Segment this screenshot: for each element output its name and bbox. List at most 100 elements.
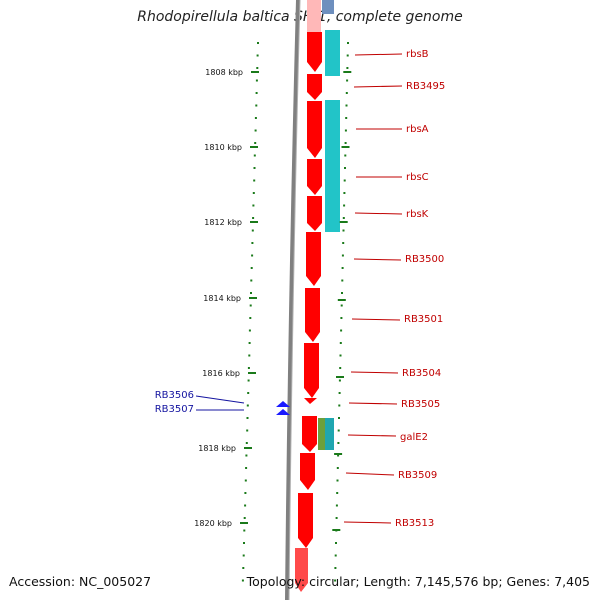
scale-dot [252,204,255,207]
scale-dot [337,429,340,432]
scale-dot [342,229,345,232]
scale-major-tick-right [337,299,346,301]
feature-block-3 [318,418,325,450]
scale-dot [339,354,342,357]
scale-dot [339,367,342,369]
gene-arrow-top-stub [307,0,321,34]
scale-dot [347,42,349,44]
scale-dot [344,167,346,169]
scale-dot [337,442,340,444]
leader-RB3495 [353,85,403,88]
scale-dot [344,154,347,157]
gene-arrow-RB3505 [304,398,317,404]
scale-dot [344,129,347,132]
scale-dot [248,342,251,344]
accession-text: Accession: NC_005027 [9,574,152,589]
scale-dot [345,117,348,119]
scale-dot [245,467,248,469]
scale-dot [248,329,251,332]
gene-arrow-bottom [295,548,308,592]
tick-label-1814: 1814 kbp [203,294,241,303]
scale-dot [250,267,253,269]
tick-label-1820: 1820 kbp [194,519,232,528]
genome-summary-text: Topology: circular; Length: 7,145,576 bp… [246,574,590,589]
gene-arrow-RB3504 [304,343,319,398]
gene-label-rbsA: rbsA [406,124,429,135]
scale-dot [254,117,257,119]
scale-dot [341,254,344,257]
scale-dot [342,217,345,219]
genome-backbone-shade [288,0,301,600]
feature-block-2 [325,100,340,232]
gene-arrow-rbsC [307,159,322,195]
feature-top-stub [322,0,334,14]
scale-dot [342,242,345,244]
scale-dot [244,479,247,482]
gene-marker-RB3507 [276,409,290,415]
scale-dot [248,354,251,357]
scale-dot [336,479,339,482]
scale-dot [335,517,338,519]
gene-label-galE2: galE2 [400,432,428,443]
scale-dot [241,579,244,582]
scale-dot [346,67,349,69]
tick-label-1816: 1816 kbp [202,369,240,378]
feature-block-4 [325,418,334,450]
scale-major-tick-right [341,146,350,148]
scale-dot [252,217,255,219]
scale-dot [346,79,349,82]
scale-dot [345,92,348,94]
leader-galE2 [347,434,397,437]
scale-dot [340,304,343,307]
scale-dot [340,329,343,332]
scale-dot [246,429,249,432]
scale-dot [245,442,248,444]
scale-dot [244,504,247,507]
tick-label-1818: 1818 kbp [198,444,236,453]
scale-dot [341,279,344,282]
scale-dot [251,254,254,257]
leader-RB3505 [348,402,398,405]
scale-dot [249,304,252,307]
leader-RB3509 [345,472,395,476]
gene-label-RB3513: RB3513 [395,518,434,529]
tick-1810 [250,146,258,148]
scale-major-tick-right [336,376,344,378]
gene-arrow-galE2 [302,416,317,452]
gene-label-RB3504: RB3504 [402,368,441,379]
tick-1820 [240,522,248,524]
scale-dot [343,179,346,182]
tick-1812 [250,221,258,223]
leader-RB3504 [350,371,399,374]
scale-dot [334,579,337,582]
scale-dot [340,317,343,319]
leader-RB3506 [195,395,245,404]
scale-dot [255,104,258,107]
scale-dot [245,454,248,457]
scale-dot [243,529,246,532]
tick-1816 [248,372,256,374]
gene-labels-right: rbsB RB3495 rbsA rbsC rbsK RB3500 RB3501… [343,49,445,529]
gene-arrow-rbsB [307,32,322,72]
scale-dot [251,229,254,232]
scale-dot [253,167,256,169]
scale-dot [341,292,343,294]
scale-dot [335,504,338,507]
scale-major-tick-right [343,71,352,73]
tick-1808 [251,71,259,73]
gene-arrow-RB3509 [300,453,315,490]
scale-dot [341,267,344,269]
scale-dot [339,342,342,344]
scale-dot [243,517,246,519]
scale-dot [253,154,256,157]
scale-dot [255,79,258,82]
gene-marker-RB3506 [276,401,290,407]
scale-dot [247,367,250,369]
scale-dot [251,242,254,244]
gene-label-rbsC: rbsC [406,172,429,183]
scale-dot [346,54,349,57]
scale-dot [242,567,245,569]
scale-dot [250,279,253,282]
gene-label-rbsB: rbsB [406,49,429,60]
